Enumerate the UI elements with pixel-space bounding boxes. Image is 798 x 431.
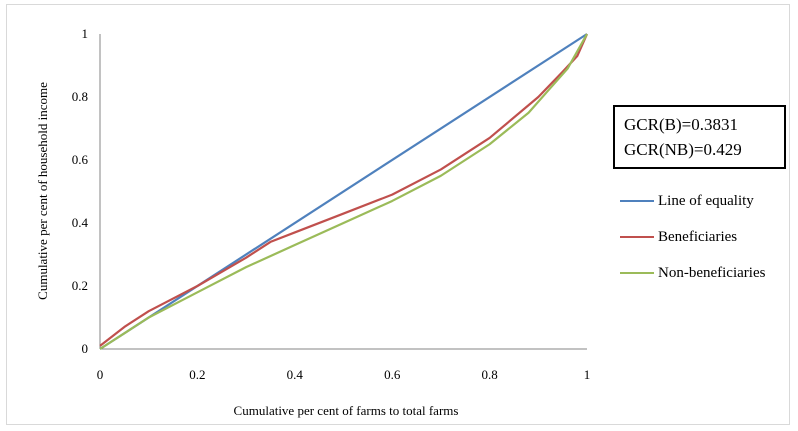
- series-line-beneficiaries: [99, 33, 589, 347]
- gcr-annotation-box: GCR(B)=0.3831 GCR(NB)=0.429: [613, 105, 786, 169]
- axes: [99, 34, 587, 350]
- series-line-non-beneficiaries: [99, 33, 588, 350]
- legend-label-line-of-equality: Line of equality: [658, 192, 754, 209]
- chart-frame: [6, 4, 790, 425]
- legend-item-line-of-equality: Line of equality: [620, 183, 765, 219]
- y-tick-label: 0.2: [72, 278, 88, 293]
- x-tick-label: 0.2: [189, 367, 205, 382]
- y-tick-label: 0: [82, 341, 89, 356]
- legend-item-non-beneficiaries: Non-beneficiaries: [620, 255, 765, 291]
- legend-label-non-beneficiaries: Non-beneficiaries: [658, 264, 766, 281]
- legend-item-beneficiaries: Beneficiaries: [620, 219, 765, 255]
- x-tick-label: 0.4: [287, 367, 304, 382]
- x-tick-labels: 0 0.2 0.4 0.6 0.8 1: [97, 367, 591, 382]
- legend-swatch-non-beneficiaries: [620, 272, 654, 274]
- y-tick-label: 0.6: [72, 152, 89, 167]
- x-tick-label: 0.8: [481, 367, 497, 382]
- y-tick-labels: 0 0.2 0.4 0.6 0.8 1: [72, 26, 89, 356]
- gcr-beneficiaries-text: GCR(B)=0.3831: [624, 115, 738, 134]
- legend: Line of equality Beneficiaries Non-benef…: [620, 183, 765, 291]
- x-tick-label: 1: [584, 367, 591, 382]
- x-tick-label: 0: [97, 367, 104, 382]
- y-axis-title: Cumulative per cent of household income: [35, 82, 50, 300]
- legend-label-beneficiaries: Beneficiaries: [658, 228, 738, 245]
- legend-swatch-line-of-equality: [620, 200, 654, 202]
- legend-swatch-beneficiaries: [620, 236, 654, 238]
- series-layer: [99, 33, 589, 350]
- x-tick-label: 0.6: [384, 367, 401, 382]
- gcr-non-beneficiaries-text: GCR(NB)=0.429: [624, 140, 742, 159]
- y-tick-label: 1: [82, 26, 89, 41]
- x-axis-title: Cumulative per cent of farms to total fa…: [234, 403, 459, 418]
- series-line-line-of-equality: [99, 33, 588, 350]
- y-tick-label: 0.4: [72, 215, 89, 230]
- y-tick-label: 0.8: [72, 89, 88, 104]
